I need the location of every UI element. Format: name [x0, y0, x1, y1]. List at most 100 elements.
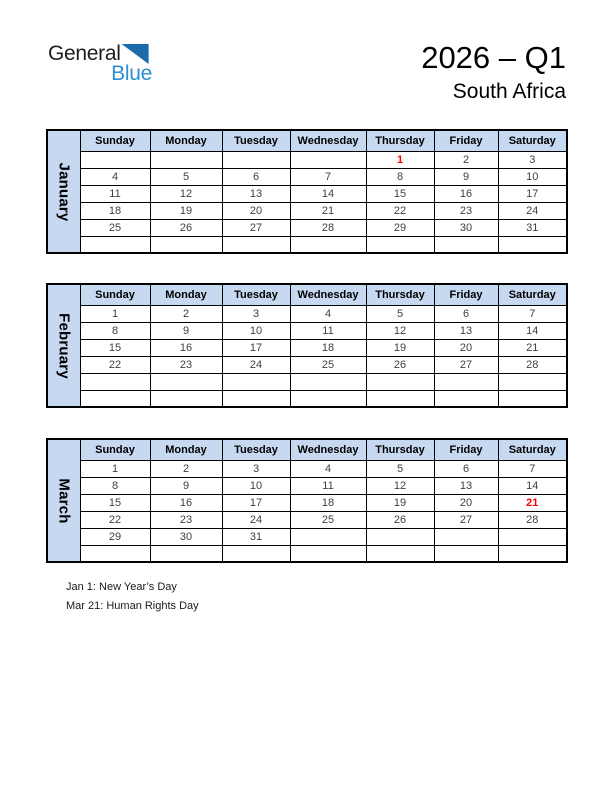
date-cell: 29 [79, 527, 151, 546]
empty-date-cell [149, 544, 223, 563]
page-subtitle: South Africa [452, 80, 566, 103]
week-row: 4 5 6 7 8 9 10 [47, 167, 568, 186]
holiday-footnotes: Jan 1: New Year’s Day Mar 21: Human Righ… [66, 578, 199, 616]
week-row [47, 389, 568, 408]
week-row [47, 235, 568, 254]
date-cell: 24 [221, 355, 291, 374]
date-cell: 23 [433, 201, 499, 220]
date-cell: 19 [365, 338, 435, 357]
date-cell: 26 [365, 355, 435, 374]
date-cell: 17 [221, 338, 291, 357]
empty-date-cell [289, 150, 367, 169]
page-title: 2026 – Q1 [421, 40, 566, 75]
date-cell: 27 [433, 510, 499, 529]
date-cell: 6 [433, 304, 499, 323]
empty-date-cell [149, 235, 223, 254]
week-row: 15 16 17 18 19 20 21 [47, 493, 568, 512]
date-cell: 3 [497, 150, 568, 169]
month-label-cell: March [46, 438, 81, 563]
week-row: 25 26 27 28 29 30 31 [47, 218, 568, 237]
weekday-header: Monday [149, 438, 223, 461]
date-cell: 16 [149, 493, 223, 512]
empty-date-cell [497, 235, 568, 254]
weekday-header: Saturday [497, 438, 568, 461]
empty-date-cell [221, 389, 291, 408]
date-cell: 7 [289, 167, 367, 186]
empty-date-cell [365, 389, 435, 408]
empty-date-cell [221, 235, 291, 254]
date-cell: 20 [433, 493, 499, 512]
holiday-date-cell: 21 [497, 493, 568, 512]
empty-date-cell [289, 389, 367, 408]
footnote-human-rights-day: Mar 21: Human Rights Day [66, 600, 199, 612]
date-cell: 9 [433, 167, 499, 186]
holiday-date-cell: 1 [365, 150, 435, 169]
weekday-header: Thursday [365, 283, 435, 306]
weekday-header: Monday [149, 129, 223, 152]
date-cell: 11 [289, 476, 367, 495]
date-cell: 23 [149, 355, 223, 374]
empty-date-cell [365, 544, 435, 563]
date-cell: 1 [79, 459, 151, 478]
weekday-header-row: February Sunday Monday Tuesday Wednesday Thur… [46, 283, 568, 408]
date-cell: 13 [433, 321, 499, 340]
date-cell: 3 [221, 304, 291, 323]
date-cell: 11 [79, 184, 151, 203]
date-cell: 26 [149, 218, 223, 237]
date-cell: 26 [365, 510, 435, 529]
empty-date-cell [149, 150, 223, 169]
date-cell: 27 [221, 218, 291, 237]
date-cell: 25 [289, 355, 367, 374]
empty-date-cell [497, 544, 568, 563]
date-cell: 10 [221, 476, 291, 495]
empty-date-cell [497, 389, 568, 408]
date-cell: 13 [221, 184, 291, 203]
date-cell: 2 [433, 150, 499, 169]
empty-date-cell [433, 372, 499, 391]
date-cell: 18 [289, 338, 367, 357]
logo-text-blue: Blue [111, 62, 152, 85]
weekday-header: Thursday [365, 129, 435, 152]
date-cell: 13 [433, 476, 499, 495]
empty-date-cell [433, 235, 499, 254]
empty-date-cell [289, 544, 367, 563]
weekday-header: Friday [433, 129, 499, 152]
weekday-header: Tuesday [221, 129, 291, 152]
date-cell: 9 [149, 476, 223, 495]
date-cell: 24 [221, 510, 291, 529]
empty-date-cell [365, 235, 435, 254]
calendar-table-january: January Sunday Monday Tuesday Wednesday Thurs… [46, 129, 568, 254]
date-cell: 5 [365, 304, 435, 323]
empty-date-cell [289, 527, 367, 546]
date-cell: 21 [289, 201, 367, 220]
date-cell: 4 [289, 459, 367, 478]
date-cell: 12 [365, 476, 435, 495]
date-cell: 20 [433, 338, 499, 357]
weekday-header: Tuesday [221, 438, 291, 461]
date-cell: 14 [497, 476, 568, 495]
date-cell: 14 [497, 321, 568, 340]
weekday-header: Sunday [79, 283, 151, 306]
date-cell: 15 [79, 338, 151, 357]
weekday-header: Saturday [497, 129, 568, 152]
date-cell: 22 [79, 510, 151, 529]
week-row: 22 23 24 25 26 27 28 [47, 355, 568, 374]
date-cell: 10 [221, 321, 291, 340]
empty-date-cell [433, 527, 499, 546]
empty-date-cell [221, 150, 291, 169]
weekday-header: Wednesday [289, 129, 367, 152]
date-cell: 4 [289, 304, 367, 323]
date-cell: 18 [79, 201, 151, 220]
date-cell: 3 [221, 459, 291, 478]
date-cell: 11 [289, 321, 367, 340]
date-cell: 22 [365, 201, 435, 220]
week-row: 15 16 17 18 19 20 21 [47, 338, 568, 357]
empty-date-cell [289, 372, 367, 391]
date-cell: 23 [149, 510, 223, 529]
date-cell: 28 [497, 355, 568, 374]
date-cell: 7 [497, 459, 568, 478]
month-label-cell: January [46, 129, 81, 254]
empty-date-cell [497, 527, 568, 546]
date-cell: 16 [433, 184, 499, 203]
month-label: January [55, 162, 73, 221]
